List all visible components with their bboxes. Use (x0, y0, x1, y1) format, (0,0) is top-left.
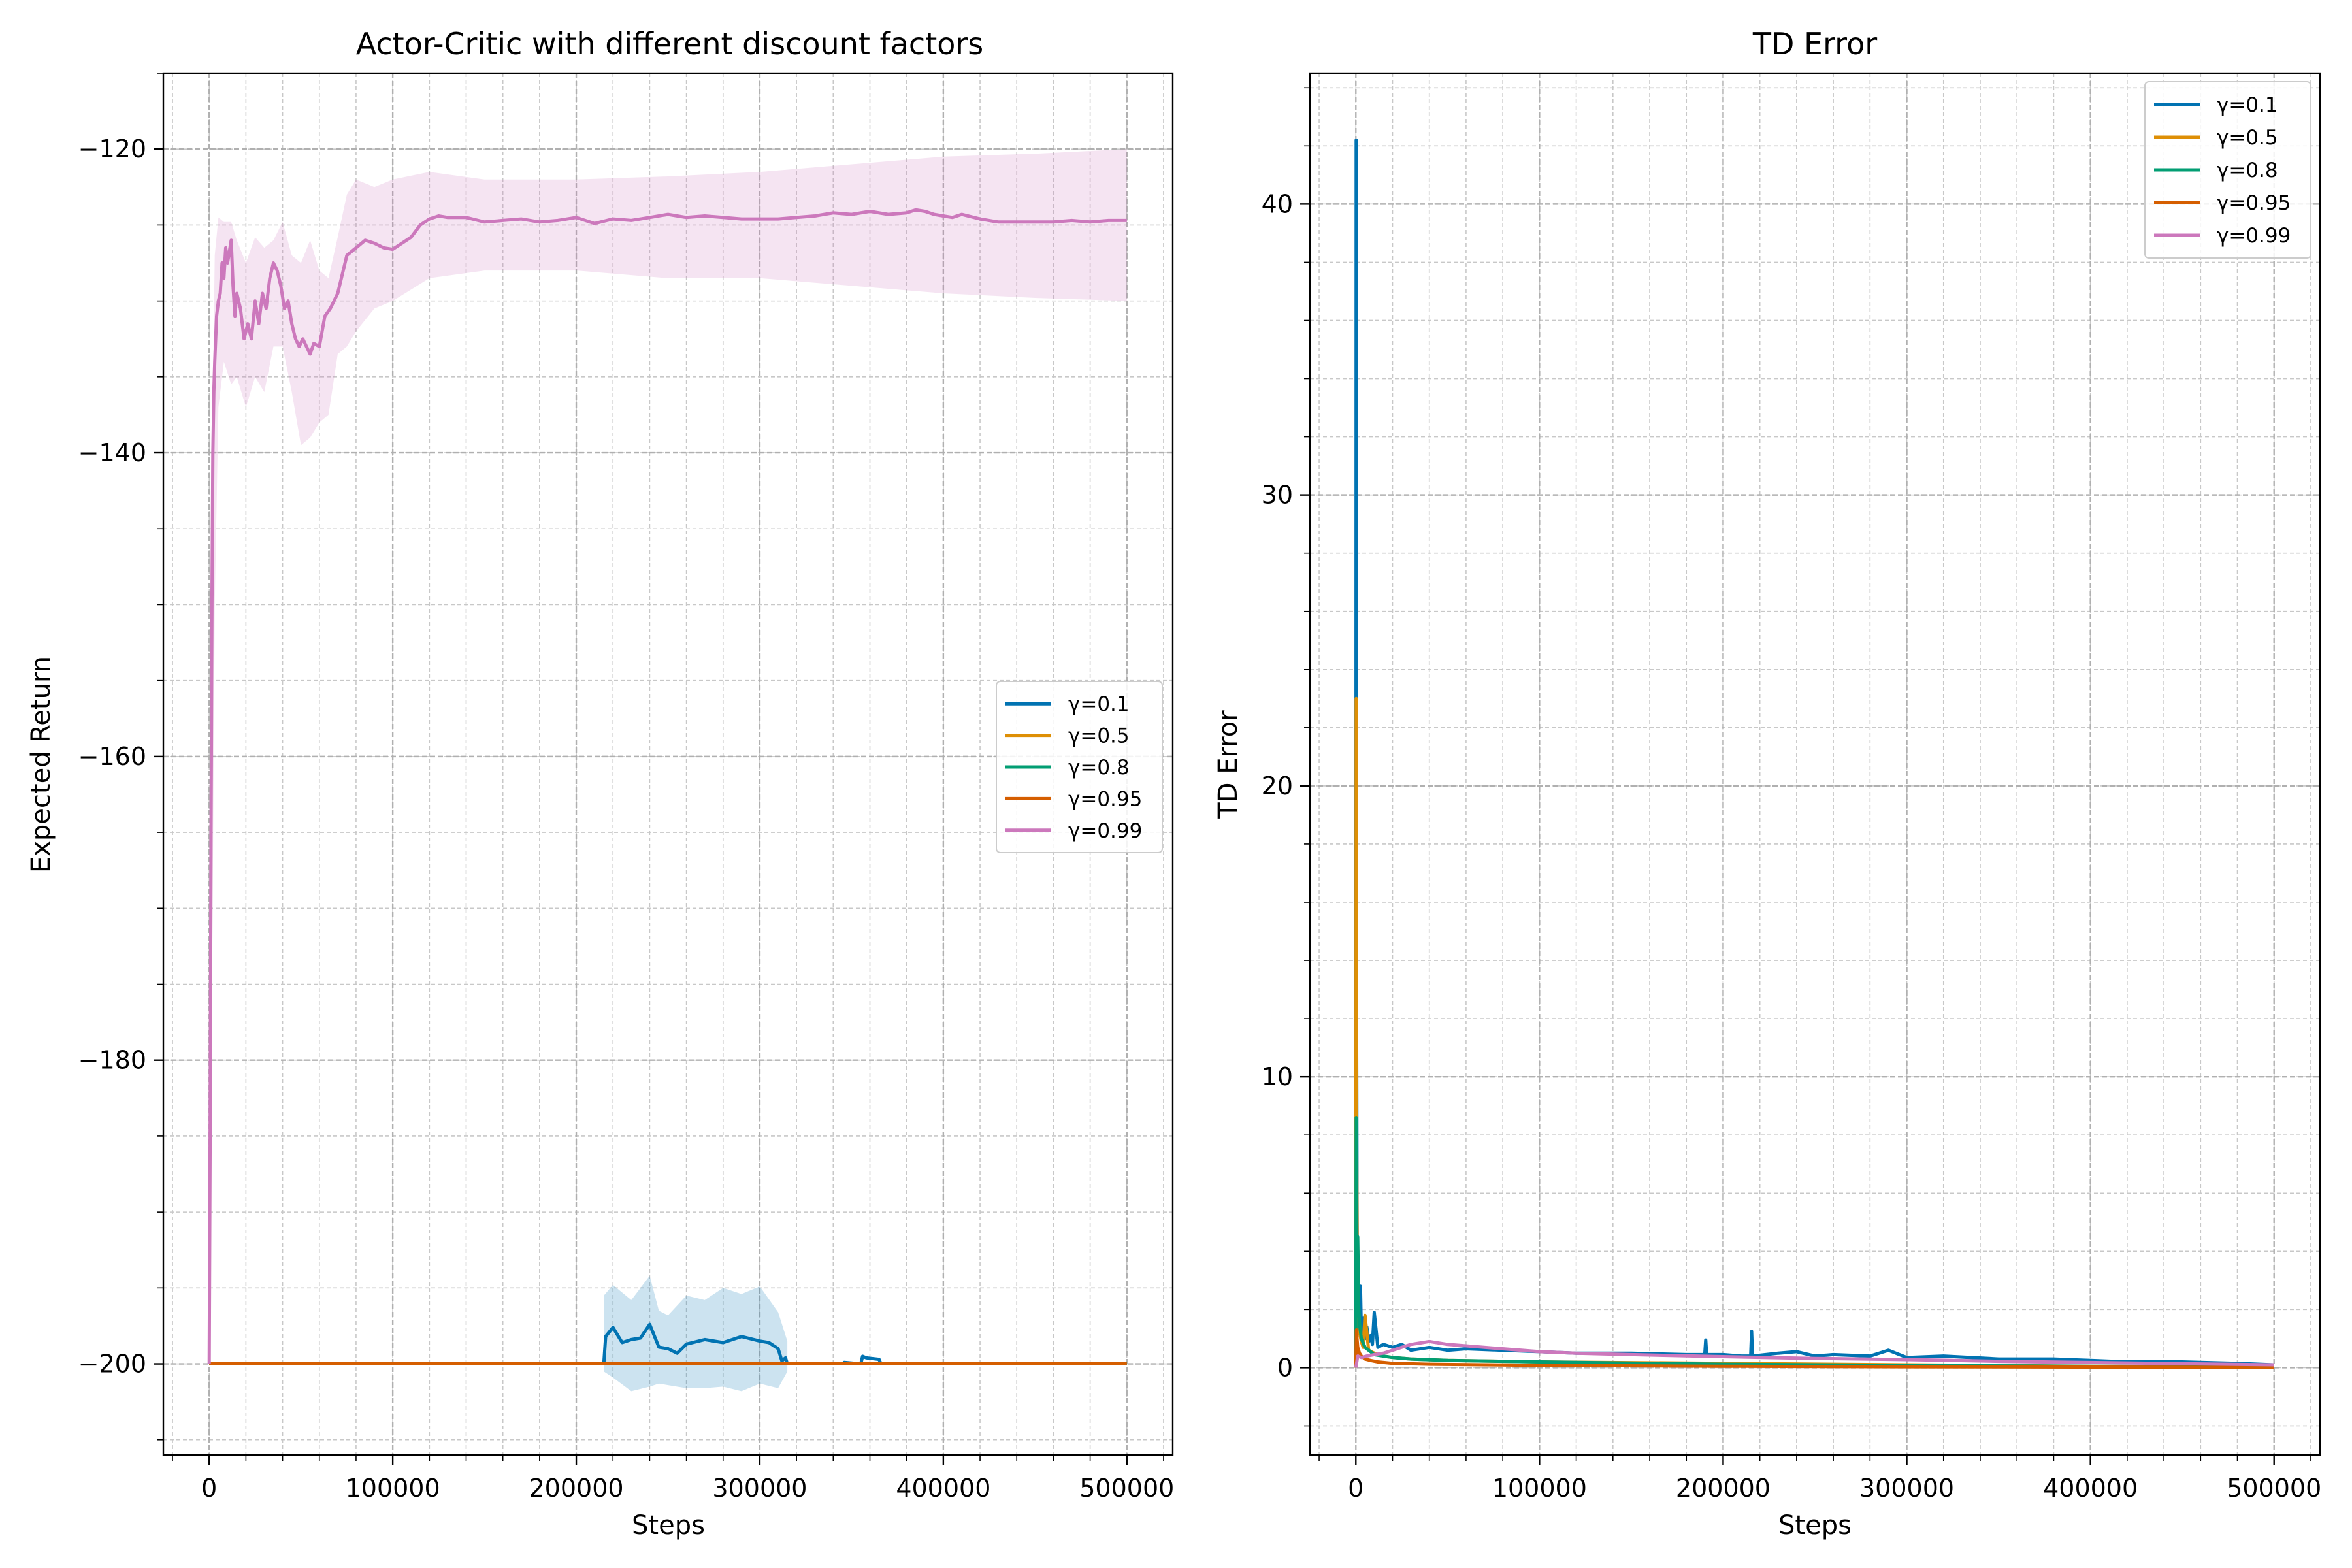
series-line (1354, 1116, 2274, 1369)
series-line (1354, 1339, 2274, 1368)
series-lines (1354, 138, 2274, 1369)
x-tick-label: 0 (1348, 1474, 1364, 1503)
x-axis-label: Steps (632, 1511, 705, 1541)
series-lines (207, 208, 1127, 1365)
legend-box (2144, 81, 2311, 259)
y-tick-label: 10 (1262, 1062, 1293, 1091)
y-tick-label: 30 (1262, 481, 1293, 510)
series-line (209, 1322, 1127, 1365)
legend-label: γ=0.99 (1068, 819, 1142, 843)
y-axis-ticks: −200 −180 −160 −140 −120 (78, 73, 163, 1441)
series-line (1354, 696, 2274, 1369)
td-error-chart: TD Error 0 100000 200000 300000 400000 500000… (1213, 26, 2321, 1541)
confidence-band (604, 1275, 788, 1392)
legend-label: γ=0.1 (1068, 693, 1130, 716)
y-tick-label: −160 (78, 742, 146, 771)
legend: γ=0.1 γ=0.5 γ=0.8 γ=0.95 γ=0.99 (2144, 81, 2311, 259)
legend-label: γ=0.5 (1068, 725, 1130, 748)
y-axis-ticks: 0 10 20 30 40 (1262, 87, 1310, 1427)
y-tick-label: −180 (78, 1046, 146, 1075)
legend: γ=0.1 γ=0.5 γ=0.8 γ=0.95 γ=0.99 (996, 681, 1163, 853)
x-tick-label: 500000 (1079, 1474, 1174, 1503)
legend-label: γ=0.5 (2217, 126, 2278, 150)
x-tick-label: 300000 (1859, 1474, 1954, 1503)
legend-label: γ=0.95 (2217, 191, 2291, 215)
series-line (1354, 138, 2274, 1368)
chart-title: Actor-Critic with different discount fac… (356, 26, 984, 61)
legend-label: γ=0.1 (2217, 93, 2278, 117)
x-tick-label: 200000 (529, 1474, 624, 1503)
x-tick-label: 300000 (712, 1474, 807, 1503)
y-axis-label: TD Error (1213, 710, 1243, 819)
y-tick-label: −140 (78, 438, 146, 467)
y-tick-label: −200 (78, 1350, 146, 1379)
y-axis-label: Expected Return (26, 656, 56, 873)
x-tick-label: 400000 (896, 1474, 990, 1503)
x-axis-ticks: 0 100000 200000 300000 400000 500000 (1318, 1455, 2321, 1503)
x-tick-label: 500000 (2227, 1474, 2321, 1503)
legend-label: γ=0.8 (2217, 159, 2278, 182)
y-tick-label: 40 (1262, 189, 1293, 218)
legend-label: γ=0.99 (2217, 224, 2291, 248)
x-tick-label: 100000 (346, 1474, 440, 1503)
plot-frame (1309, 72, 2321, 1456)
y-tick-label: 0 (1277, 1353, 1293, 1382)
y-tick-label: −120 (78, 135, 146, 163)
series-line (1354, 1328, 2274, 1369)
plot-frame (162, 72, 1174, 1456)
y-tick-label: 20 (1262, 772, 1293, 800)
x-axis-label: Steps (1778, 1511, 1852, 1541)
confidence-band (211, 149, 1127, 1136)
x-tick-label: 0 (201, 1474, 217, 1503)
legend-label: γ=0.95 (1068, 787, 1142, 811)
x-tick-label: 200000 (1676, 1474, 1771, 1503)
grid (1310, 73, 2320, 1455)
x-tick-label: 100000 (1492, 1474, 1587, 1503)
x-axis-ticks: 0 100000 200000 300000 400000 500000 (172, 1455, 1174, 1503)
confidence-bands (211, 149, 1127, 1392)
series-line (207, 208, 1127, 1364)
expected-return-chart: Actor-Critic with different discount fac… (26, 26, 1174, 1541)
x-tick-label: 400000 (2043, 1474, 2138, 1503)
chart-title: TD Error (1752, 26, 1877, 61)
legend-label: γ=0.8 (1068, 756, 1130, 779)
legend-box (996, 681, 1163, 853)
